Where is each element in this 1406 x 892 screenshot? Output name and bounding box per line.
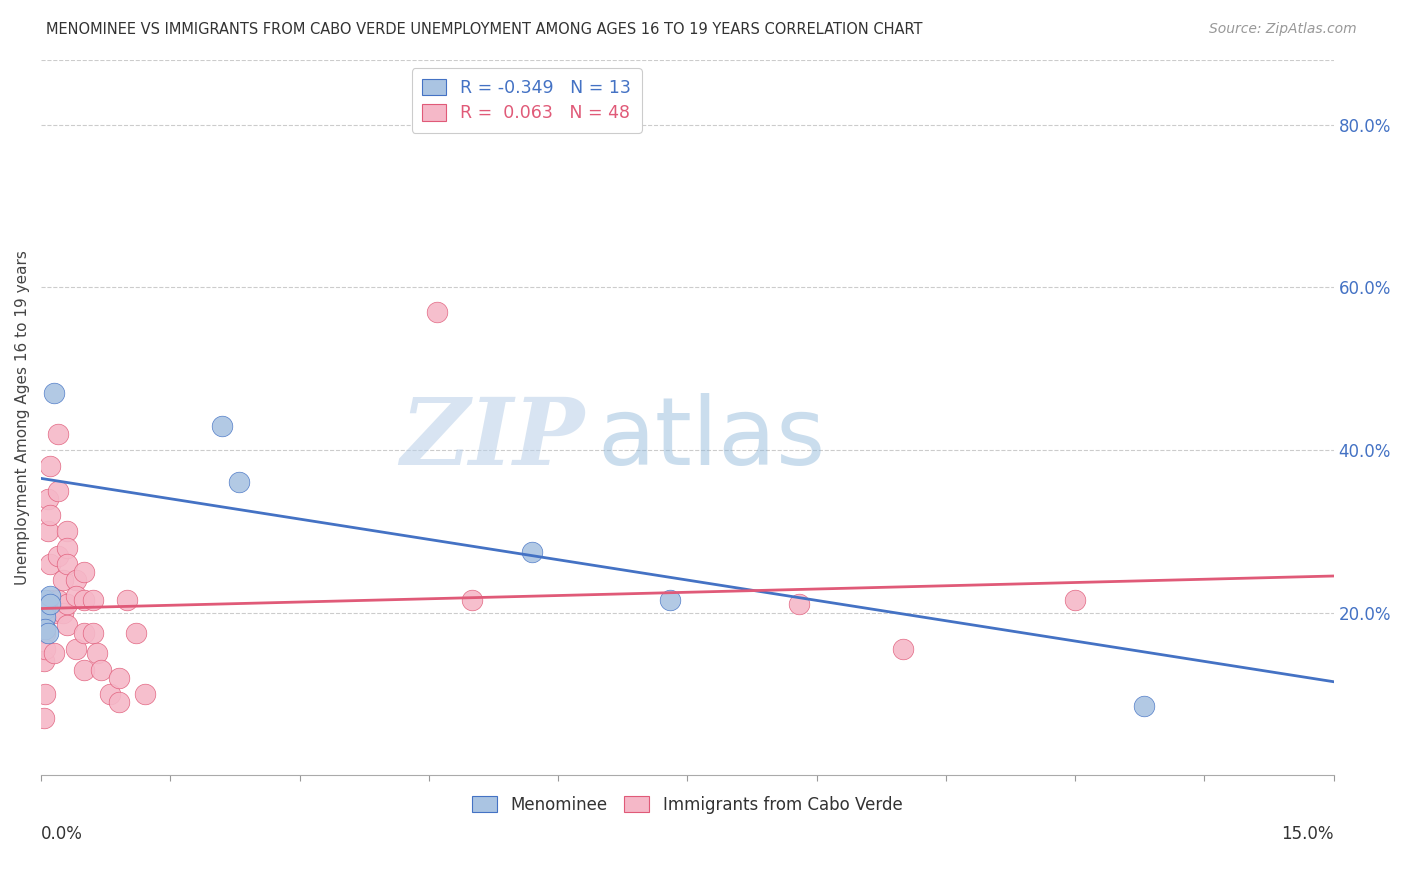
Text: atlas: atlas xyxy=(598,392,825,485)
Point xyxy=(42,606,65,620)
Point xyxy=(38,557,60,571)
Point xyxy=(32,654,55,668)
Point xyxy=(65,590,87,604)
Point xyxy=(34,622,56,636)
Point xyxy=(117,593,139,607)
Legend: Menominee, Immigrants from Cabo Verde: Menominee, Immigrants from Cabo Verde xyxy=(465,789,910,821)
Point xyxy=(32,711,55,725)
Point xyxy=(38,508,60,522)
Point xyxy=(56,598,79,612)
Point xyxy=(107,695,129,709)
Point xyxy=(37,626,59,640)
Point xyxy=(34,601,56,615)
Point xyxy=(73,565,96,579)
Point xyxy=(38,590,60,604)
Point xyxy=(522,544,544,558)
Point xyxy=(789,598,811,612)
Point xyxy=(56,541,79,555)
Point xyxy=(42,386,65,401)
Point xyxy=(37,491,59,506)
Point xyxy=(891,642,914,657)
Point xyxy=(1133,699,1156,714)
Point xyxy=(38,459,60,474)
Point xyxy=(65,642,87,657)
Point xyxy=(34,687,56,701)
Point xyxy=(46,426,69,441)
Point xyxy=(34,593,56,607)
Point xyxy=(211,418,233,433)
Y-axis label: Unemployment Among Ages 16 to 19 years: Unemployment Among Ages 16 to 19 years xyxy=(15,250,30,585)
Point xyxy=(1064,593,1087,607)
Point xyxy=(426,304,449,318)
Point xyxy=(34,642,56,657)
Point xyxy=(107,671,129,685)
Point xyxy=(90,663,112,677)
Point xyxy=(34,609,56,624)
Point xyxy=(659,593,682,607)
Point xyxy=(34,598,56,612)
Point xyxy=(34,609,56,624)
Point xyxy=(86,646,108,660)
Point xyxy=(98,687,121,701)
Point xyxy=(73,593,96,607)
Point xyxy=(82,593,104,607)
Point xyxy=(37,524,59,539)
Point xyxy=(134,687,156,701)
Point xyxy=(38,593,60,607)
Text: 15.0%: 15.0% xyxy=(1281,825,1334,843)
Point xyxy=(228,475,250,490)
Point xyxy=(34,626,56,640)
Point xyxy=(73,663,96,677)
Point xyxy=(46,549,69,563)
Point xyxy=(42,646,65,660)
Text: MENOMINEE VS IMMIGRANTS FROM CABO VERDE UNEMPLOYMENT AMONG AGES 16 TO 19 YEARS C: MENOMINEE VS IMMIGRANTS FROM CABO VERDE … xyxy=(46,22,922,37)
Point xyxy=(52,606,75,620)
Point xyxy=(38,598,60,612)
Point xyxy=(125,626,148,640)
Point xyxy=(73,626,96,640)
Point xyxy=(46,593,69,607)
Point xyxy=(56,557,79,571)
Text: Source: ZipAtlas.com: Source: ZipAtlas.com xyxy=(1209,22,1357,37)
Text: ZIP: ZIP xyxy=(399,394,583,483)
Point xyxy=(56,617,79,632)
Point xyxy=(461,593,484,607)
Text: 0.0%: 0.0% xyxy=(41,825,83,843)
Point xyxy=(46,483,69,498)
Point xyxy=(65,573,87,587)
Point xyxy=(56,524,79,539)
Point xyxy=(82,626,104,640)
Point xyxy=(52,573,75,587)
